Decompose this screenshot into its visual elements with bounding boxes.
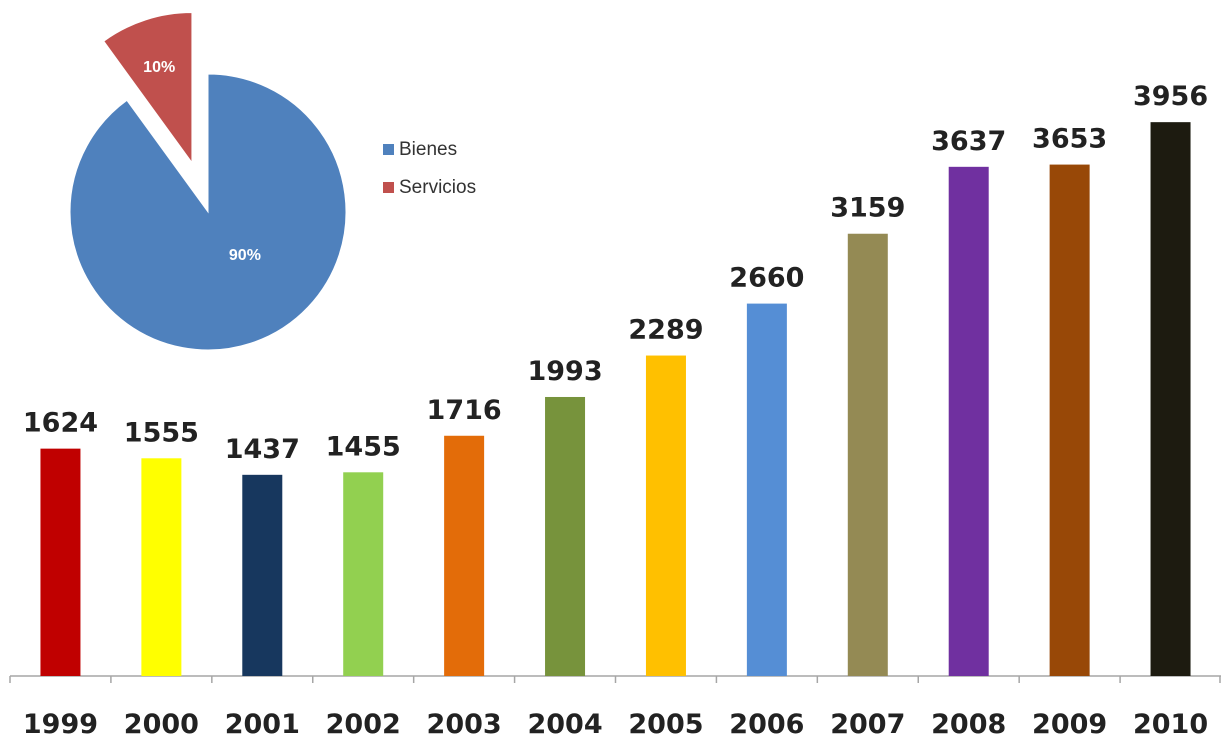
pie-label-servicios: 10% (143, 59, 175, 76)
x-tick-label-2006: 2006 (729, 709, 804, 740)
bar-value-label-2004: 1993 (527, 356, 602, 387)
bar-value-label-2000: 1555 (124, 417, 199, 448)
bar-value-label-2001: 1437 (225, 434, 300, 465)
x-tick-label-2001: 2001 (225, 709, 300, 740)
x-tick-label-2008: 2008 (931, 709, 1006, 740)
bar-value-label-2005: 2289 (628, 315, 703, 346)
bar-value-label-2006: 2660 (729, 263, 804, 294)
bar-value-label-2010: 3956 (1133, 81, 1208, 112)
bar-chart: 1624 1999 1555 2000 1437 2001 1455 2002 1716 2003… (9, 81, 1221, 740)
bar-value-label-2003: 1716 (427, 395, 502, 426)
bar-2003 (444, 435, 485, 676)
legend-label-bienes: Bienes (399, 139, 457, 160)
x-tick-label-2000: 2000 (124, 709, 199, 740)
bar-value-label-2009: 3653 (1032, 124, 1107, 155)
bar-value-label-2002: 1455 (326, 431, 401, 462)
x-tick-label-1999: 1999 (23, 709, 98, 740)
bar-1999 (40, 448, 81, 676)
bar-2008 (948, 166, 989, 676)
bar-2005 (645, 355, 686, 676)
pie-chart: 90% 10% (69, 12, 347, 351)
bar-value-label-2007: 3159 (830, 193, 905, 224)
pie-label-bienes: 90% (229, 247, 261, 264)
legend-swatch-bienes (383, 144, 394, 155)
bar-value-label-2008: 3637 (931, 126, 1006, 157)
pie-legend: Bienes Servicios (383, 139, 476, 198)
pie-slice-bienes (69, 73, 347, 351)
bar-2001 (242, 474, 283, 676)
x-tick-label-2010: 2010 (1133, 709, 1208, 740)
legend-swatch-servicios (383, 182, 394, 193)
bar-2002 (343, 472, 384, 676)
x-tick-label-2005: 2005 (628, 709, 703, 740)
bar-2000 (141, 458, 182, 676)
x-tick-label-2007: 2007 (830, 709, 905, 740)
bar-2004 (545, 396, 586, 676)
bar-2010 (1150, 122, 1191, 676)
pie-slice-servicios (103, 12, 193, 165)
x-tick-label-2003: 2003 (427, 709, 502, 740)
legend-label-servicios: Servicios (399, 177, 476, 198)
x-tick-label-2002: 2002 (326, 709, 401, 740)
bar-2006 (746, 303, 787, 676)
x-tick-label-2004: 2004 (527, 709, 602, 740)
bar-2009 (1049, 164, 1090, 676)
bar-2007 (847, 233, 888, 677)
x-tick-label-2009: 2009 (1032, 709, 1107, 740)
bar-value-label-1999: 1624 (23, 408, 98, 439)
